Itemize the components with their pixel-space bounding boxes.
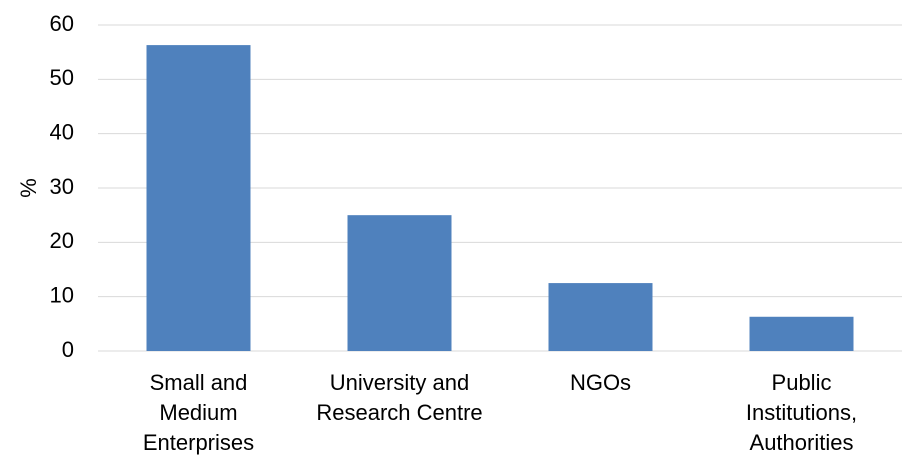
bar-3: [749, 316, 854, 351]
y-tick-labels: 0 10 20 30 40 50 60: [50, 11, 74, 362]
y-tick-label: 0: [62, 337, 74, 362]
category-label: Institutions,: [746, 400, 857, 425]
x-category-labels: Small and Medium Enterprises University and…: [143, 370, 857, 455]
category-label: NGOs: [570, 370, 631, 395]
category-label: Authorities: [750, 430, 854, 455]
category-label: Public: [772, 370, 832, 395]
y-axis-title: %: [16, 178, 41, 198]
category-label: Medium: [159, 400, 237, 425]
category-label: Research Centre: [316, 400, 482, 425]
y-tick-label: 60: [50, 11, 74, 36]
bar-2: [548, 283, 653, 351]
bar-0: [146, 45, 251, 351]
y-tick-label: 50: [50, 65, 74, 90]
bar-1: [347, 215, 452, 351]
y-tick-label: 10: [50, 282, 74, 307]
category-label: University and: [330, 370, 469, 395]
category-label: Small and: [150, 370, 248, 395]
y-tick-label: 20: [50, 228, 74, 253]
y-tick-label: 30: [50, 174, 74, 199]
category-label: Enterprises: [143, 430, 254, 455]
y-tick-label: 40: [50, 119, 74, 144]
bars: [146, 45, 854, 351]
